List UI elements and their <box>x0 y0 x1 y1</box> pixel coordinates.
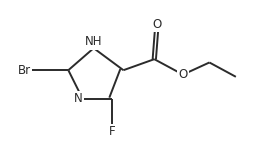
Text: O: O <box>152 17 161 31</box>
Text: O: O <box>178 68 188 81</box>
Text: NH: NH <box>85 35 102 48</box>
Text: F: F <box>109 125 116 138</box>
Text: N: N <box>74 92 83 105</box>
Text: Br: Br <box>18 64 31 77</box>
